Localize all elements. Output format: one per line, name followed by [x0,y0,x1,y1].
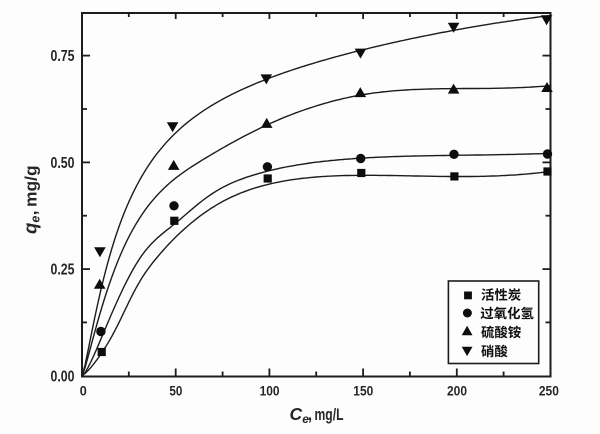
svg-text:0.25: 0.25 [51,262,75,279]
svg-text:,: , [21,210,40,215]
svg-text:150: 150 [353,384,373,399]
svg-text:e: e [302,412,309,426]
svg-text:mg/L: mg/L [315,406,344,424]
svg-text:q: q [19,223,40,234]
svg-text:50: 50 [169,384,182,399]
svg-text:e: e [29,216,43,223]
svg-text:0.00: 0.00 [51,368,75,385]
svg-text:0.75: 0.75 [51,48,75,65]
svg-text:C: C [290,404,303,424]
svg-text:,: , [308,406,313,424]
svg-text:0.50: 0.50 [51,155,75,172]
svg-text:200: 200 [447,384,467,399]
svg-text:0: 0 [80,384,87,399]
svg-text:100: 100 [260,384,280,399]
svg-text:250: 250 [539,384,559,399]
svg-text:mg/g: mg/g [21,165,40,207]
